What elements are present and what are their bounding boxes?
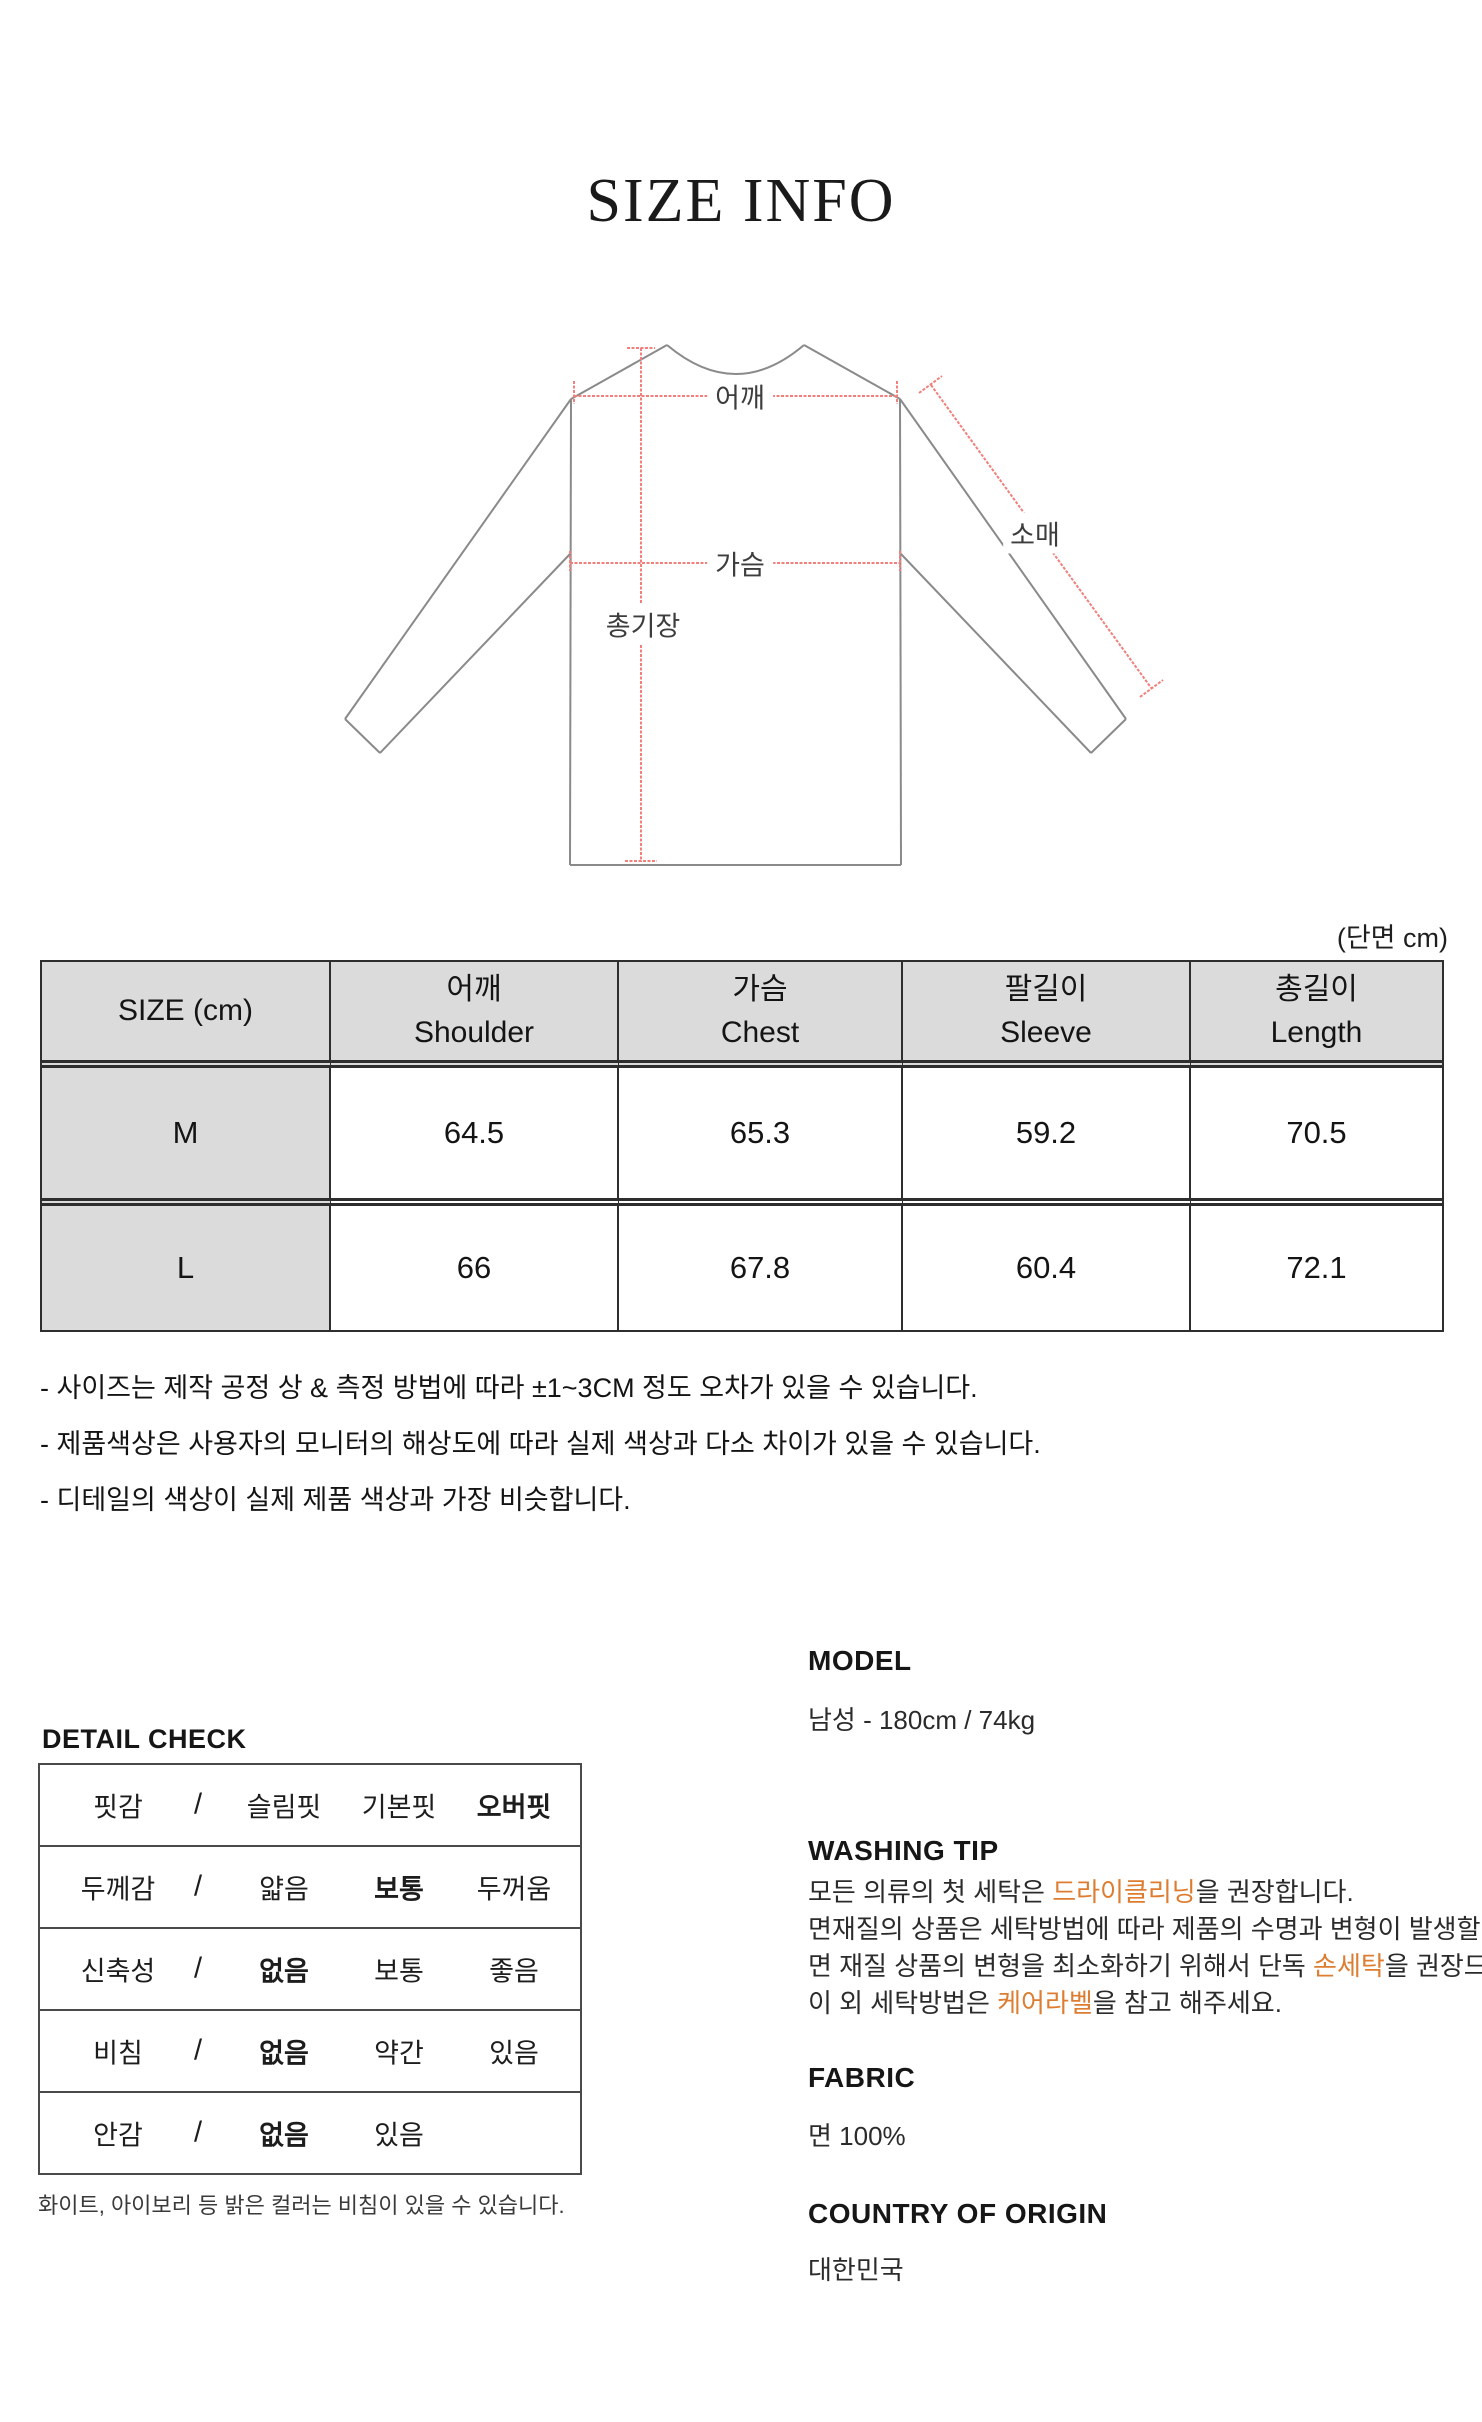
highlight-hand-wash: 손세탁: [1313, 1951, 1385, 1981]
detail-label: 두께감: [80, 1874, 156, 1905]
shoulder-label: 어깨: [707, 375, 773, 417]
size-table: SIZE (cm) 어깨 Shoulder 가슴 Chest 팔길이 Sleev…: [40, 960, 1444, 1332]
chest-label: 가슴: [707, 542, 773, 584]
detail-row-sheerness: 비침 / 없음 약간 있음: [40, 2011, 580, 2093]
size-row-m-length: 70.5: [1191, 1068, 1442, 1206]
detail-option: 보통: [374, 1874, 424, 1905]
size-table-header-chest: 가슴 Chest: [619, 962, 903, 1068]
separator-slash: /: [193, 2116, 203, 2149]
size-row-l-name: L: [42, 1206, 331, 1330]
length-label: 총기장: [598, 603, 688, 645]
detail-option: 없음: [259, 2038, 309, 2069]
sleeve-label: 소매: [1003, 512, 1067, 554]
detail-option: 좋음: [489, 1956, 539, 1987]
detail-label: 비침: [93, 2038, 143, 2069]
separator-slash: /: [193, 2034, 203, 2067]
size-row-l-length: 72.1: [1191, 1206, 1442, 1330]
model-heading: MODEL: [808, 1645, 912, 1676]
size-row-l-chest: 67.8: [619, 1206, 903, 1330]
size-table-header-sleeve: 팔길이 Sleeve: [903, 962, 1191, 1068]
origin-info: 대한민국: [808, 2255, 904, 2285]
size-table-header-shoulder: 어깨 Shoulder: [331, 962, 619, 1068]
size-row-m-sleeve: 59.2: [903, 1068, 1191, 1206]
highlight-care-label: 케어라벨: [997, 1988, 1093, 2018]
fabric-info: 면 100%: [808, 2121, 906, 2151]
size-note-2: - 제품색상은 사용자의 모니터의 해상도에 따라 실제 색상과 다소 차이가 …: [40, 1429, 1041, 1459]
detail-check-heading: DETAIL CHECK: [42, 1724, 247, 1754]
separator-slash: /: [193, 1952, 203, 1985]
detail-row-thickness: 두께감 / 얇음 보통 두꺼움: [40, 1847, 580, 1929]
detail-row-stretch: 신축성 / 없음 보통 좋음: [40, 1929, 580, 2011]
detail-label: 신축성: [80, 1956, 156, 1987]
unit-note: (단면 cm): [1336, 923, 1448, 953]
washing-tip-line: 모든 의류의 첫 세탁은 드라이클리닝을 권장합니다.: [808, 1877, 1354, 1907]
size-row-l-sleeve: 60.4: [903, 1206, 1191, 1330]
separator-slash: /: [193, 1870, 203, 1903]
detail-option: 오버핏: [476, 1792, 552, 1823]
size-table-header-length: 총길이 Length: [1191, 962, 1442, 1068]
garment-diagram: [344, 344, 1164, 866]
washing-tip-line: 면 재질 상품의 변형을 최소화하기 위해서 단독 손세탁을 권장드립니다.: [808, 1951, 1482, 1981]
sleeve-measure-line: [930, 384, 1153, 690]
detail-check-note: 화이트, 아이보리 등 밝은 컬러는 비침이 있을 수 있습니다.: [38, 2193, 565, 2218]
fabric-heading: FABRIC: [808, 2062, 916, 2093]
separator-slash: /: [193, 1788, 203, 1821]
washing-tip-heading: WASHING TIP: [808, 1835, 999, 1866]
size-row-m-name: M: [42, 1068, 331, 1206]
size-row-m-chest: 65.3: [619, 1068, 903, 1206]
detail-option: 기본핏: [361, 1792, 437, 1823]
detail-option: 없음: [259, 2120, 309, 2151]
washing-tip-line: 이 외 세탁방법은 케어라벨을 참고 해주세요.: [808, 1988, 1282, 2018]
size-row-m-shoulder: 64.5: [331, 1068, 619, 1206]
size-row-l-shoulder: 66: [331, 1206, 619, 1330]
origin-heading: COUNTRY OF ORIGIN: [808, 2198, 1108, 2229]
garment-outline: [344, 344, 1127, 866]
size-note-1: - 사이즈는 제작 공정 상 & 측정 방법에 따라 ±1~3CM 정도 오차가…: [40, 1373, 978, 1403]
detail-label: 핏감: [93, 1792, 143, 1823]
highlight-dry-cleaning: 드라이클리닝: [1052, 1877, 1196, 1907]
detail-option: 약간: [374, 2038, 424, 2069]
detail-row-lining: 안감 / 없음 있음: [40, 2093, 580, 2173]
detail-option: 보통: [374, 1956, 424, 1987]
detail-label: 안감: [93, 2120, 143, 2151]
detail-option: 얇음: [259, 1874, 309, 1905]
detail-option: 두꺼움: [476, 1874, 552, 1905]
model-info: 남성 - 180cm / 74kg: [808, 1705, 1036, 1735]
detail-option: 슬림핏: [246, 1792, 322, 1823]
detail-option: 없음: [259, 1956, 309, 1987]
header-size-label: SIZE (cm): [118, 994, 253, 1028]
size-note-3: - 디테일의 색상이 실제 제품 색상과 가장 비슷합니다.: [40, 1485, 631, 1515]
detail-check-table: 핏감 / 슬림핏 기본핏 오버핏 두께감 / 얇음 보통 두꺼움 신축성 / 없…: [38, 1763, 582, 2175]
detail-row-fit: 핏감 / 슬림핏 기본핏 오버핏: [40, 1765, 580, 1847]
detail-option: 있음: [374, 2120, 424, 2151]
size-table-header-size: SIZE (cm): [42, 962, 331, 1068]
page-title: SIZE INFO: [586, 167, 896, 235]
detail-option: 있음: [489, 2038, 539, 2069]
washing-tip-line: 면재질의 상품은 세탁방법에 따라 제품의 수명과 변형이 발생할 수 있습니다…: [808, 1914, 1482, 1944]
